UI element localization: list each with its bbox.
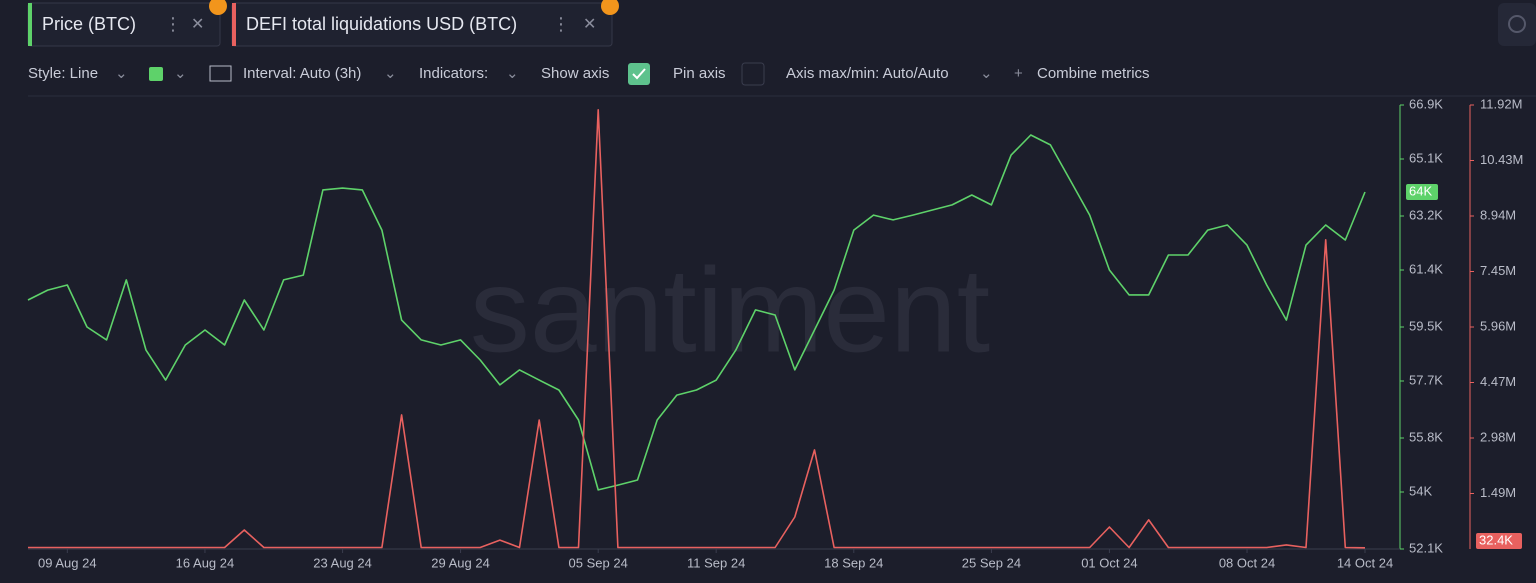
- y2-tick-label: 5.96M: [1480, 318, 1516, 333]
- y-tick-label: 55.8K: [1409, 429, 1443, 444]
- y-tick-label: 59.5K: [1409, 318, 1443, 333]
- tab-color: [232, 3, 236, 46]
- btc-icon: [209, 0, 227, 15]
- y2-tick-label: 8.94M: [1480, 207, 1516, 222]
- check-icon: [632, 68, 646, 80]
- tab-label: Price (BTC): [42, 14, 136, 34]
- y-tick-label: 63.2K: [1409, 207, 1443, 222]
- chevron: ⌄: [384, 65, 397, 82]
- x-tick-label: 05 Sep 24: [569, 555, 628, 570]
- plus-icon: +: [1014, 65, 1023, 82]
- current-value-label: 64K: [1409, 183, 1432, 198]
- watermark: santiment: [470, 244, 990, 378]
- current-value-label: 32.4K: [1479, 532, 1513, 547]
- y-tick-label: 66.9K: [1409, 96, 1443, 111]
- settings-icon: [1508, 15, 1526, 33]
- chevron: ⌄: [115, 65, 128, 82]
- x-tick-label: 23 Aug 24: [313, 555, 372, 570]
- pin-axis-checkbox[interactable]: [741, 62, 765, 86]
- tab-color: [28, 3, 32, 46]
- axis-maxmin-select[interactable]: Axis max/min: Auto/Auto: [786, 65, 949, 82]
- x-tick-label: 08 Oct 24: [1219, 555, 1275, 570]
- tab-label: DEFI total liquidations USD (BTC): [246, 14, 517, 34]
- y-tick-label: 54K: [1409, 483, 1432, 498]
- show-axis-label: Show axis: [541, 65, 609, 82]
- menu-icon[interactable]: ⋮: [164, 14, 182, 34]
- x-tick-label: 29 Aug 24: [431, 555, 490, 570]
- show-axis-checkbox[interactable]: [628, 63, 650, 85]
- series-line: [28, 109, 1366, 549]
- x-tick-label: 11 Sep 24: [687, 555, 745, 570]
- pin-axis-label: Pin axis: [673, 65, 726, 82]
- combine-metrics[interactable]: Combine metrics: [1037, 65, 1150, 82]
- x-tick-label: 25 Sep 24: [962, 555, 1021, 570]
- y-tick-label: 52.1K: [1409, 540, 1443, 555]
- current-value-badge: [1406, 184, 1438, 200]
- current-value-badge: [1476, 533, 1522, 549]
- x-tick-label: 01 Oct 24: [1081, 555, 1137, 570]
- style-select[interactable]: Style: Line: [28, 65, 98, 82]
- menu-icon[interactable]: ⋮: [552, 14, 570, 34]
- y-tick-label: 61.4K: [1409, 261, 1443, 276]
- x-tick-label: 18 Sep 24: [824, 555, 883, 570]
- close-icon[interactable]: ✕: [583, 16, 596, 33]
- interval-icon: [209, 65, 232, 82]
- y2-tick-label: 11.92M: [1480, 96, 1522, 111]
- chevron: ⌄: [506, 65, 519, 82]
- y-tick-label: 65.1K: [1409, 150, 1443, 165]
- y2-tick-label: 10.43M: [1480, 152, 1523, 167]
- x-tick-label: 09 Aug 24: [38, 555, 97, 570]
- interval-select[interactable]: Interval: Auto (3h): [243, 65, 361, 82]
- close-icon[interactable]: ✕: [191, 16, 204, 33]
- y-tick-label: 57.7K: [1409, 372, 1443, 387]
- chevron: ⌄: [980, 65, 993, 82]
- y2-tick-label: 1.49M: [1480, 485, 1516, 500]
- color-swatch[interactable]: [149, 67, 163, 81]
- chevron: ⌄: [174, 65, 187, 82]
- series-line: [27, 134, 1366, 491]
- x-tick-label: 16 Aug 24: [176, 555, 235, 570]
- y2-tick-label: 7.45M: [1480, 263, 1516, 278]
- y2-tick-label: 4.47M: [1480, 374, 1516, 389]
- indicators-select[interactable]: Indicators:: [419, 65, 488, 82]
- x-tick-label: 14 Oct 24: [1337, 555, 1393, 570]
- btc-icon: [601, 0, 619, 15]
- y2-tick-label: 2.98M: [1480, 429, 1516, 444]
- settings-button[interactable]: [1498, 3, 1536, 46]
